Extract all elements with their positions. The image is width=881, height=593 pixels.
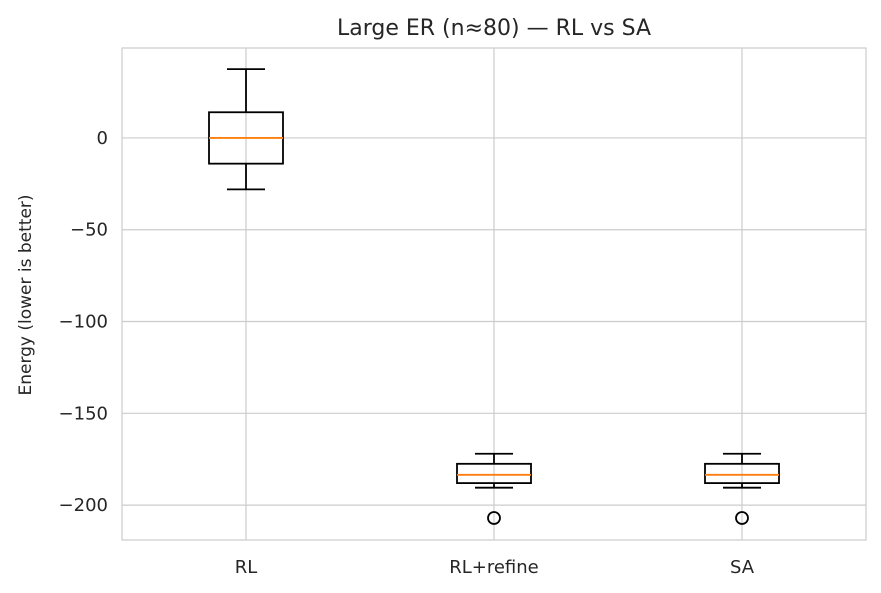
plot-frame	[121, 47, 867, 541]
outlier-point	[487, 511, 501, 525]
box-rl-refine	[456, 452, 532, 525]
grid-lines	[122, 48, 866, 540]
outlier-point	[735, 511, 749, 525]
chart-title: Large ER (n≈80) — RL vs SA	[337, 16, 651, 41]
iqr-box	[704, 462, 780, 484]
y-tick-label: −150	[59, 403, 108, 424]
x-tick-label: SA	[730, 557, 755, 578]
y-axis-label: Energy (lower is better)	[16, 194, 36, 395]
y-tick-label: −50	[70, 220, 108, 241]
y-tick-label: −200	[59, 495, 108, 516]
y-tick-label: −100	[59, 312, 108, 333]
box-series	[208, 68, 780, 525]
box-sa	[704, 452, 780, 525]
iqr-box	[456, 462, 532, 484]
x-tick-label: RL+refine	[449, 557, 539, 578]
x-tick-label: RL	[235, 557, 258, 578]
tick-labels: 0 −50 −100 −150 −200 RL RL+refine SA	[59, 128, 755, 578]
y-tick-label: 0	[97, 128, 108, 149]
box-rl	[208, 68, 284, 191]
